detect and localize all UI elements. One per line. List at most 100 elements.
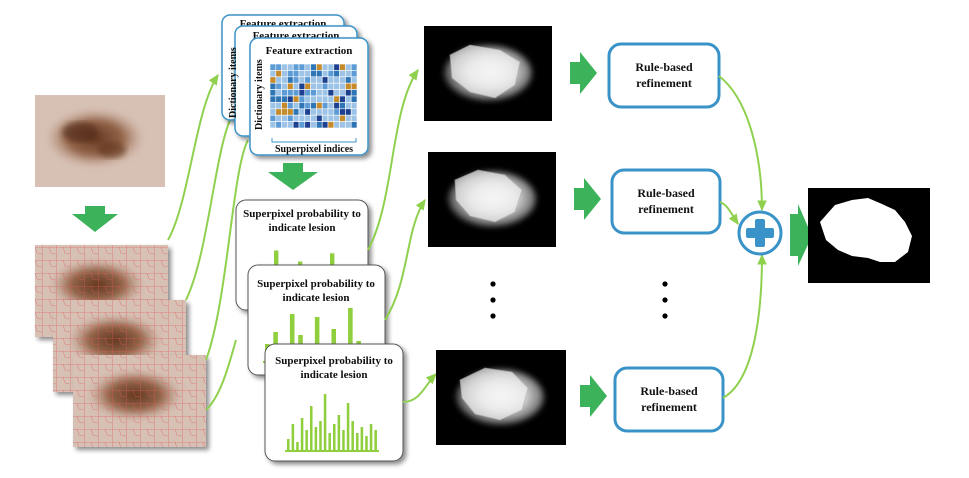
- matrix-cell: [327, 70, 335, 78]
- connectors-left: [167, 73, 249, 411]
- matrix-cell: [269, 121, 277, 129]
- matrix-cell: [333, 70, 340, 78]
- matrix-cell: [310, 95, 317, 103]
- matrix-cell: [292, 63, 300, 71]
- matrix-cell: [345, 108, 352, 116]
- matrix-cell: [333, 102, 340, 110]
- probability-bar: [319, 421, 322, 451]
- matrix-cell: [339, 114, 346, 122]
- matrix-cell: [339, 108, 346, 116]
- connectors-middle: [367, 69, 437, 403]
- matrix-cell: [327, 82, 335, 90]
- matrix-cell: [327, 95, 335, 103]
- matrix-cell: [304, 114, 311, 122]
- refinement-box-2: Rule-based refinement: [610, 168, 722, 235]
- matrix-cell: [298, 95, 306, 103]
- vertical-ellipsis-icon: [490, 281, 668, 319]
- refinement-box-1: Rule-based refinement: [607, 42, 721, 109]
- matrix-cell: [292, 82, 300, 90]
- probability-bar: [300, 418, 304, 451]
- matrix-cell: [269, 89, 277, 97]
- matrix-cell: [327, 89, 335, 97]
- right-arrows: [570, 52, 812, 417]
- matrix-cell: [339, 102, 346, 110]
- matrix-cell: [304, 82, 311, 90]
- matrix-cell: [292, 89, 300, 97]
- matrix-cell: [345, 70, 352, 78]
- matrix-cell: [269, 102, 277, 110]
- superpixel-image-3: [73, 355, 206, 447]
- dermoscopy-image: [35, 95, 165, 187]
- matrix-cell: [269, 114, 277, 122]
- matrix-cell: [333, 121, 340, 129]
- matrix-cell: [304, 89, 311, 97]
- matrix-cell: [345, 102, 352, 110]
- probability-card-3: Superpixel probability to indicate lesio…: [264, 343, 404, 462]
- superpixel-indices-label: Superpixel indices: [275, 144, 353, 155]
- matrix-cell: [281, 121, 288, 129]
- final-segmentation-mask: [808, 188, 930, 283]
- matrix-cell: [339, 63, 346, 71]
- matrix-cell: [287, 70, 294, 78]
- matrix-cell: [298, 82, 306, 90]
- matrix-cell: [304, 95, 311, 103]
- matrix-cell: [350, 108, 358, 116]
- svg-text:refinement: refinement: [638, 202, 694, 216]
- matrix-cell: [281, 70, 288, 78]
- matrix-cell: [269, 95, 277, 103]
- matrix-cell: [304, 102, 311, 110]
- connectors-right: [718, 75, 767, 399]
- matrix-cell: [310, 114, 317, 122]
- matrix-cell: [292, 114, 300, 122]
- matrix-cell: [316, 70, 323, 78]
- matrix-cell: [292, 76, 300, 84]
- matrix-cell: [321, 108, 329, 116]
- matrix-cell: [327, 121, 335, 129]
- matrix-cell: [345, 82, 352, 90]
- matrix-cell: [333, 95, 340, 103]
- matrix-cell: [321, 82, 329, 90]
- matrix-cell: [321, 89, 329, 97]
- matrix-cell: [287, 114, 294, 122]
- matrix-cell: [310, 70, 317, 78]
- matrix-cell: [281, 63, 288, 71]
- matrix-cell: [275, 102, 282, 110]
- matrix-cell: [292, 70, 300, 78]
- matrix-cell: [310, 102, 317, 110]
- probability-bar: [310, 406, 313, 451]
- down-arrow-icon: [268, 163, 318, 190]
- matrix-cell: [345, 95, 352, 103]
- probability-bar: [356, 433, 359, 451]
- svg-text:indicate lesion: indicate lesion: [283, 292, 350, 304]
- svg-text:refinement: refinement: [641, 400, 697, 414]
- matrix-cell: [281, 76, 288, 84]
- svg-text:Dictionary items: Dictionary items: [228, 47, 239, 118]
- probability-bar: [291, 424, 295, 451]
- svg-text:indicate lesion: indicate lesion: [269, 222, 336, 234]
- matrix-cell: [333, 89, 340, 97]
- matrix-cell: [350, 95, 358, 103]
- probability-map-2: [428, 152, 556, 247]
- matrix-cell: [298, 114, 306, 122]
- probability-map-3: [436, 350, 566, 445]
- matrix-cell: [321, 70, 329, 78]
- probability-bar: [351, 421, 354, 451]
- matrix-cell: [316, 63, 323, 71]
- matrix-cell: [339, 76, 346, 84]
- probability-bar: [289, 314, 295, 362]
- matrix-cell: [345, 76, 352, 84]
- svg-text:Rule-based: Rule-based: [637, 186, 695, 200]
- matrix-cell: [310, 82, 317, 90]
- matrix-cell: [316, 76, 323, 84]
- matrix-cell: [316, 114, 323, 122]
- matrix-cell: [275, 89, 282, 97]
- svg-text:Superpixel probability to: Superpixel probability to: [243, 208, 361, 220]
- right-arrow-icon: [574, 178, 601, 220]
- matrix-cell: [281, 114, 288, 122]
- matrix-cell: [339, 89, 346, 97]
- svg-text:refinement: refinement: [636, 76, 692, 90]
- right-arrow-icon: [790, 204, 812, 266]
- matrix-cell: [269, 82, 277, 90]
- matrix-cell: [339, 82, 346, 90]
